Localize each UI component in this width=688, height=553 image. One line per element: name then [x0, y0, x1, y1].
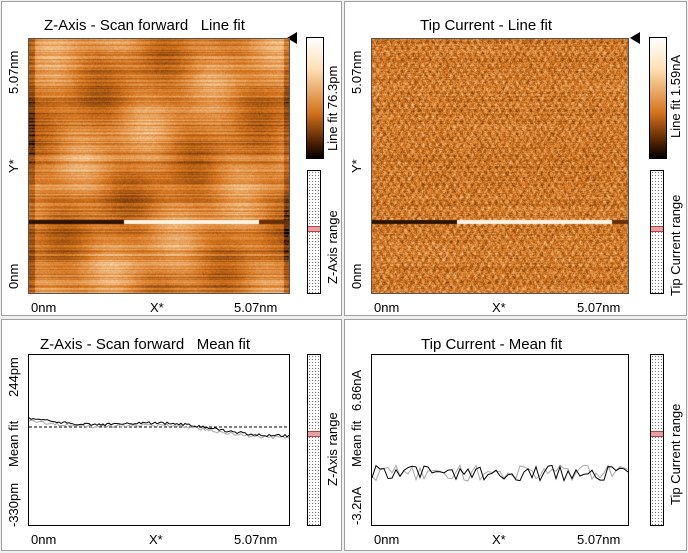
y-axis-label: Mean fit [6, 420, 21, 467]
x-tick-left: 0nm [374, 532, 400, 547]
x-tick-left: 0nm [374, 300, 400, 315]
range-label: Z-Axis range [325, 210, 340, 284]
colorbar-label: Line fit 76.3pm [325, 65, 340, 151]
tip-current-image[interactable] [371, 38, 629, 294]
x-axis-label: X* [492, 532, 506, 547]
range-label: Z-Axis range [325, 412, 340, 486]
y-axis-label: Y* [349, 159, 364, 173]
x-axis-label: X* [150, 300, 164, 315]
profile-forward [371, 464, 629, 483]
x-tick-right: 5.07nm [234, 300, 278, 315]
colorbar[interactable] [649, 37, 667, 159]
current-profile-svg [371, 463, 629, 483]
range-marker[interactable] [651, 226, 663, 232]
panel-tip-current-line-fit: Tip Current - Line fit 5.07nm Y* 0nm 0nm… [344, 1, 687, 316]
x-tick-right: 5.07nm [234, 532, 278, 547]
panel-tip-current-mean-fit: Tip Current - Mean fit 6.86nA Mean fit -… [344, 319, 687, 551]
topography-image[interactable] [28, 38, 290, 294]
z-range-slider[interactable] [307, 170, 321, 294]
y-tick-bottom: -330pm [6, 482, 21, 527]
y-tick-bottom: -3.2nA [349, 486, 364, 525]
x-axis-label: X* [149, 532, 163, 547]
x-tick-right: 5.07nm [577, 300, 621, 315]
panel-z-axis-line-fit: Z-Axis - Scan forward Line fit 5.07nm Y*… [1, 1, 342, 316]
range-marker[interactable] [308, 226, 320, 232]
x-tick-right: 5.07nm [577, 532, 621, 547]
y-tick-bottom: 0nm [349, 263, 364, 289]
current-range-slider[interactable] [650, 170, 664, 294]
z-mean-profile-plot[interactable] [28, 354, 290, 526]
panel-z-axis-mean-fit: Z-Axis - Scan forward Mean fit 244pm Mea… [1, 319, 342, 551]
panel-menu-icon[interactable] [630, 32, 640, 44]
y-tick-top: 6.86nA [349, 369, 364, 411]
topography-canvas [29, 39, 289, 293]
y-tick-top: 244pm [6, 357, 21, 397]
y-tick-top: 5.07nm [6, 50, 21, 94]
current-mean-profile-plot[interactable] [371, 354, 629, 526]
panel-title: Z-Axis - Scan forward Mean fit [40, 336, 251, 353]
panel-title: Z-Axis - Scan forward Line fit [44, 17, 245, 34]
current-range-slider[interactable] [650, 354, 664, 526]
range-label: Tip Current range [668, 194, 683, 296]
colorbar-label: Line fit 1.59nA [668, 54, 683, 138]
y-axis-label: Mean fit [349, 420, 364, 467]
profile-backward [371, 463, 629, 482]
range-label: Tip Current range [668, 403, 683, 505]
z-range-slider[interactable] [307, 354, 321, 526]
panel-menu-icon[interactable] [287, 32, 297, 44]
panel-title: Tip Current - Line fit [420, 17, 552, 34]
z-profile-svg [28, 417, 290, 440]
profile-forward [28, 417, 290, 438]
y-tick-bottom: 0nm [6, 263, 21, 289]
range-marker[interactable] [308, 431, 320, 437]
range-marker[interactable] [651, 431, 663, 437]
tip-current-canvas [372, 39, 628, 293]
colorbar[interactable] [306, 37, 324, 159]
x-tick-left: 0nm [31, 300, 57, 315]
y-axis-label: Y* [6, 159, 21, 173]
x-axis-label: X* [492, 300, 506, 315]
y-tick-top: 5.07nm [349, 50, 364, 94]
panel-title: Tip Current - Mean fit [421, 336, 563, 353]
x-tick-left: 0nm [31, 532, 57, 547]
profile-backward [28, 419, 290, 440]
